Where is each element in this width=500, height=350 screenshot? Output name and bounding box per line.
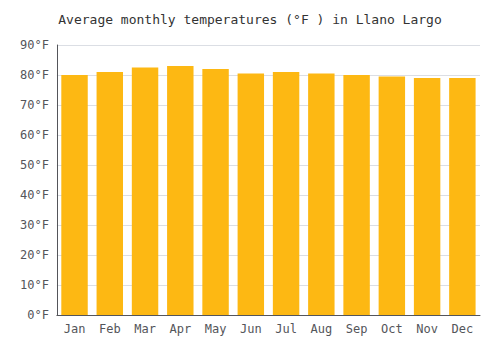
svg-text:0°F: 0°F: [27, 308, 49, 322]
svg-text:50°F: 50°F: [20, 158, 49, 172]
svg-text:90°F: 90°F: [20, 38, 49, 52]
svg-text:Jan: Jan: [64, 322, 86, 336]
svg-text:60°F: 60°F: [20, 128, 49, 142]
svg-text:40°F: 40°F: [20, 188, 49, 202]
svg-text:80°F: 80°F: [20, 68, 49, 82]
svg-text:70°F: 70°F: [20, 98, 49, 112]
svg-text:Apr: Apr: [169, 322, 191, 336]
svg-text:Average monthly temperatures (: Average monthly temperatures (°F ) in Ll…: [58, 12, 442, 27]
svg-text:Oct: Oct: [381, 322, 403, 336]
svg-text:10°F: 10°F: [20, 278, 49, 292]
svg-text:Mar: Mar: [134, 322, 156, 336]
svg-text:30°F: 30°F: [20, 218, 49, 232]
svg-text:Nov: Nov: [416, 322, 438, 336]
svg-text:Sep: Sep: [346, 322, 368, 336]
svg-text:Dec: Dec: [452, 322, 474, 336]
svg-text:May: May: [205, 322, 227, 336]
svg-text:Jun: Jun: [240, 322, 262, 336]
svg-text:Aug: Aug: [310, 322, 332, 336]
svg-text:Feb: Feb: [99, 322, 121, 336]
svg-text:Jul: Jul: [275, 322, 297, 336]
svg-text:20°F: 20°F: [20, 248, 49, 262]
